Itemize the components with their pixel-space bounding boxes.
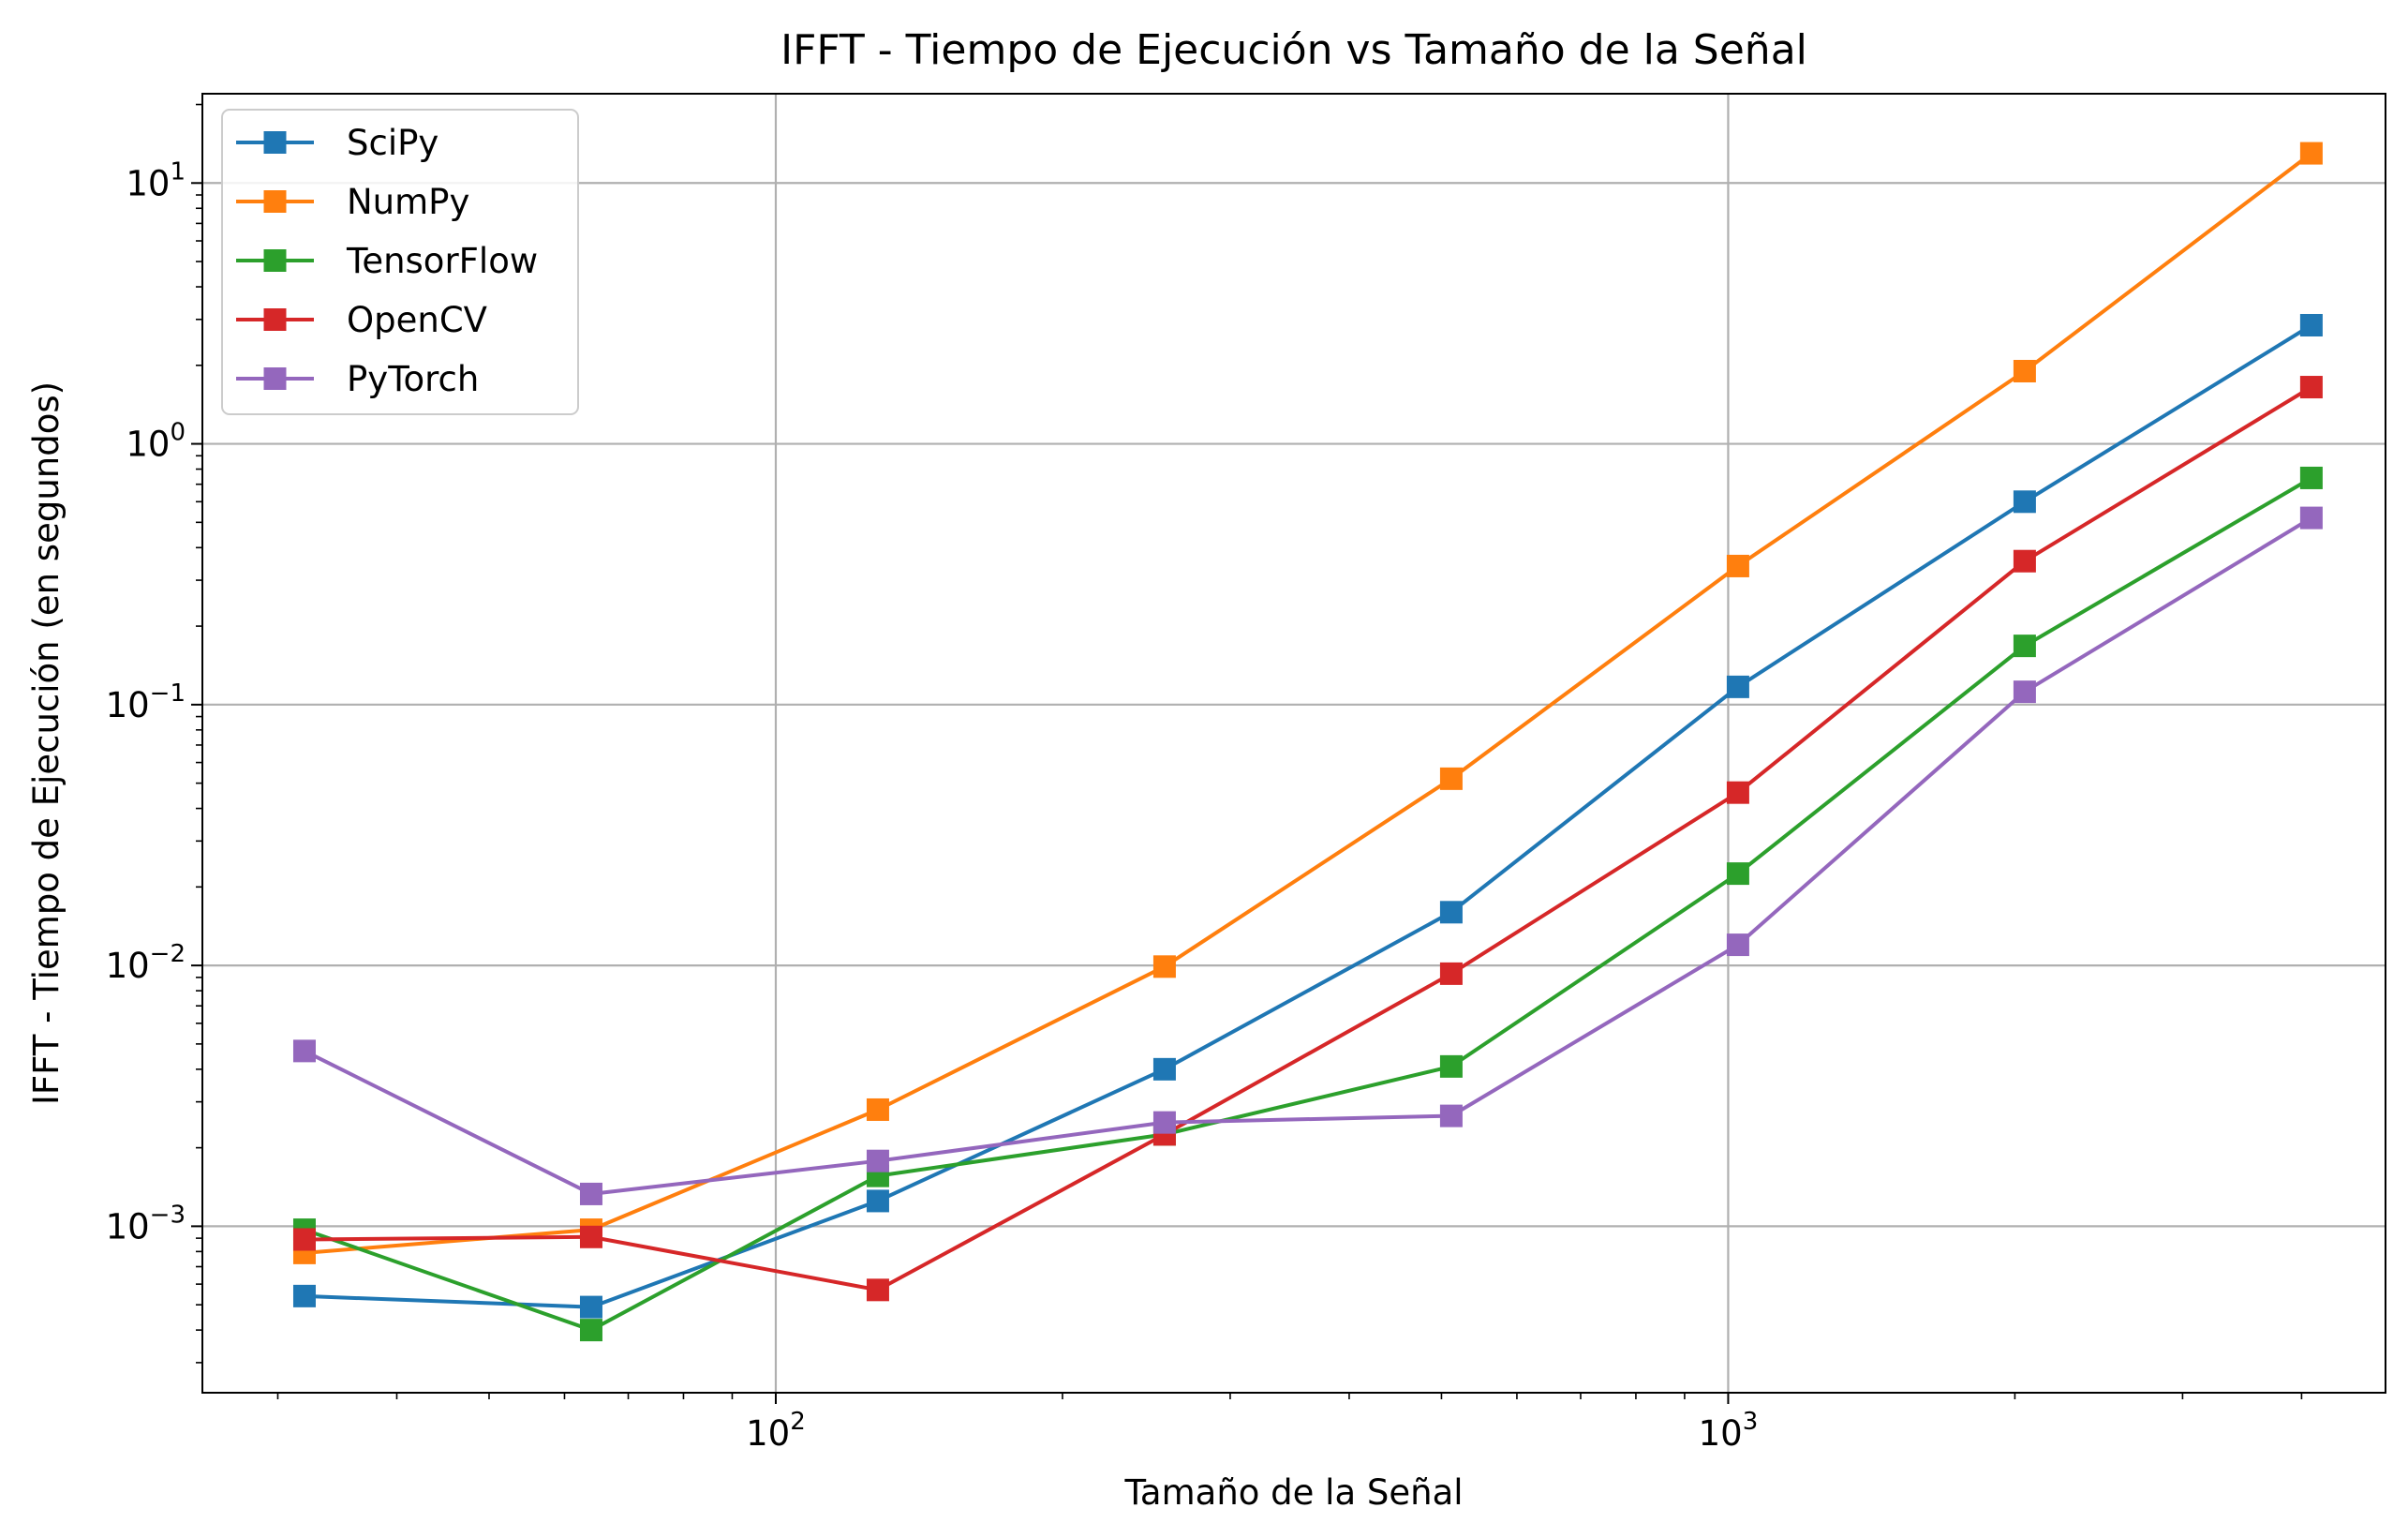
data-point-scipy xyxy=(1439,901,1463,924)
data-point-tensorflow xyxy=(1439,1054,1463,1078)
legend-frame xyxy=(221,109,579,415)
series-scipy xyxy=(292,313,2323,1319)
legend-label-pytorch: PyTorch xyxy=(347,359,479,399)
x-tick-label: 102 xyxy=(746,1408,806,1454)
data-point-pytorch xyxy=(866,1149,889,1172)
data-point-numpy xyxy=(1152,955,1176,978)
legend-item-tensorflow: TensorFlow xyxy=(236,241,538,281)
legend-marker-scipy xyxy=(263,131,287,154)
legend-label-tensorflow: TensorFlow xyxy=(346,241,538,281)
legend-item-pytorch: PyTorch xyxy=(236,359,479,399)
legend-item-opencv: OpenCV xyxy=(236,300,487,340)
legend-label-opencv: OpenCV xyxy=(347,300,487,340)
legend-marker-pytorch xyxy=(263,367,287,390)
data-point-scipy xyxy=(1152,1057,1176,1081)
data-point-pytorch xyxy=(1726,933,1749,957)
data-point-tensorflow xyxy=(2299,466,2323,489)
chart-title: IFFT - Tiempo de Ejecución vs Tamaño de … xyxy=(780,26,1807,74)
legend-label-scipy: SciPy xyxy=(347,123,438,163)
x-axis-label: Tamaño de la Señal xyxy=(1123,1472,1463,1513)
x-tick-label: 103 xyxy=(1699,1408,1759,1454)
data-point-tensorflow xyxy=(579,1319,602,1342)
series-pytorch xyxy=(292,506,2323,1205)
data-point-scipy xyxy=(579,1295,602,1319)
data-point-opencv xyxy=(2299,376,2323,399)
data-point-opencv xyxy=(292,1228,316,1251)
data-point-opencv xyxy=(2013,549,2036,573)
data-point-scipy xyxy=(2299,313,2323,336)
data-point-scipy xyxy=(1726,675,1749,698)
legend-marker-opencv xyxy=(263,308,287,331)
data-point-tensorflow xyxy=(1726,862,1749,886)
data-point-numpy xyxy=(1439,767,1463,790)
y-tick-label: 100 xyxy=(126,419,186,465)
legend-item-scipy: SciPy xyxy=(236,123,438,163)
y-tick-label: 10−3 xyxy=(106,1201,186,1247)
grid-lines xyxy=(202,94,2386,1393)
legend-label-numpy: NumPy xyxy=(347,182,469,222)
data-point-scipy xyxy=(2013,490,2036,514)
series-line-pytorch xyxy=(304,515,2312,1196)
y-tick-label: 10−1 xyxy=(106,679,186,725)
tick-labels: 102 103 10−3 10−2 10−1 100 101 xyxy=(106,157,1759,1454)
data-point-pytorch xyxy=(1152,1111,1176,1134)
series-layer xyxy=(292,142,2323,1342)
data-point-numpy xyxy=(2013,359,2036,382)
data-point-pytorch xyxy=(2013,680,2036,704)
data-point-pytorch xyxy=(292,1039,316,1063)
legend-item-numpy: NumPy xyxy=(236,182,469,222)
series-line-tensorflow xyxy=(304,476,2312,1333)
series-line-scipy xyxy=(304,323,2312,1309)
data-point-scipy xyxy=(292,1284,316,1307)
series-line-opencv xyxy=(304,385,2312,1292)
data-point-numpy xyxy=(866,1098,889,1121)
series-opencv xyxy=(292,376,2323,1302)
y-axis-label: IFFT - Tiempo de Ejecución (en segundos) xyxy=(26,381,67,1105)
y-tick-label: 101 xyxy=(126,157,186,203)
data-point-opencv xyxy=(1439,962,1463,985)
series-line-numpy xyxy=(304,152,2313,1255)
data-point-pytorch xyxy=(1439,1104,1463,1127)
y-tick-label: 10−2 xyxy=(106,940,186,986)
data-point-numpy xyxy=(1726,554,1749,577)
plot-frame xyxy=(201,93,2386,1394)
axis-ticks xyxy=(191,103,2303,1404)
data-point-opencv xyxy=(1726,781,1749,804)
data-point-opencv xyxy=(579,1225,602,1248)
data-point-numpy xyxy=(2299,142,2323,165)
data-point-opencv xyxy=(866,1278,889,1302)
data-point-pytorch xyxy=(2299,506,2323,530)
data-point-scipy xyxy=(866,1189,889,1213)
legend-marker-tensorflow xyxy=(263,249,287,272)
data-point-tensorflow xyxy=(2013,635,2036,658)
data-point-pytorch xyxy=(579,1182,602,1205)
legend-marker-numpy xyxy=(263,190,287,213)
legend: SciPy NumPy TensorFlow OpenCV PyTorch xyxy=(221,109,579,415)
